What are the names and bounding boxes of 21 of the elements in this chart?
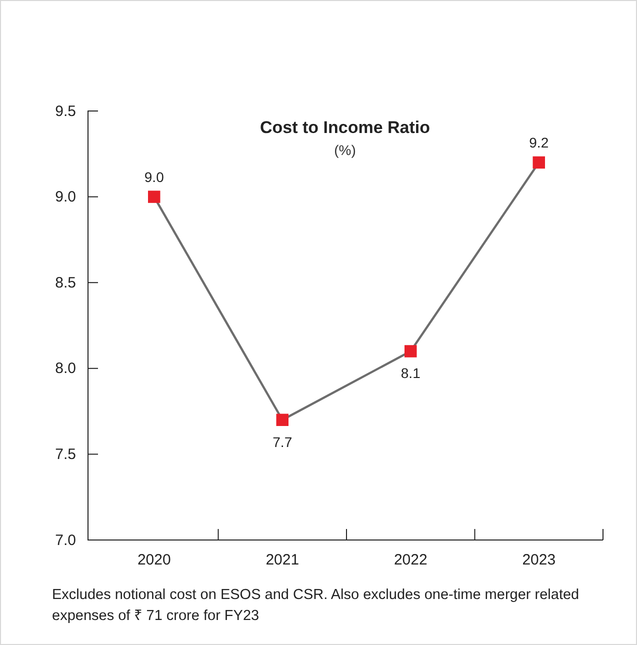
data-label: 9.2	[529, 134, 549, 150]
data-label: 8.1	[400, 365, 421, 382]
x-tick-label: 2021	[266, 552, 300, 569]
data-label: 7.7	[272, 434, 292, 450]
point	[276, 414, 288, 426]
chart-title: Cost to Income Ratio	[260, 118, 430, 137]
x-tick-label: 2022	[394, 552, 428, 569]
text: (%)	[334, 142, 356, 158]
y-tick-label: 9.0	[55, 188, 76, 206]
y-tick-label: 8.5	[55, 274, 76, 292]
y-tick-label: 7.5	[55, 446, 76, 463]
point	[404, 345, 417, 358]
y-tick-label: 8.0	[55, 360, 76, 378]
y-tick-label: 7.0	[55, 532, 76, 549]
point	[148, 190, 160, 203]
point	[532, 156, 545, 169]
x-tick-label: 2020	[137, 552, 171, 569]
text: Excludes notional cost on ESOS and CSR. Also excludes one-time merger related expenses of ₹ 71 crore for FY23	[52, 587, 580, 624]
data-label: 9.0	[144, 168, 164, 185]
y-tick-label: 9.5	[55, 102, 76, 120]
x-tick-label: 2023	[522, 552, 556, 569]
